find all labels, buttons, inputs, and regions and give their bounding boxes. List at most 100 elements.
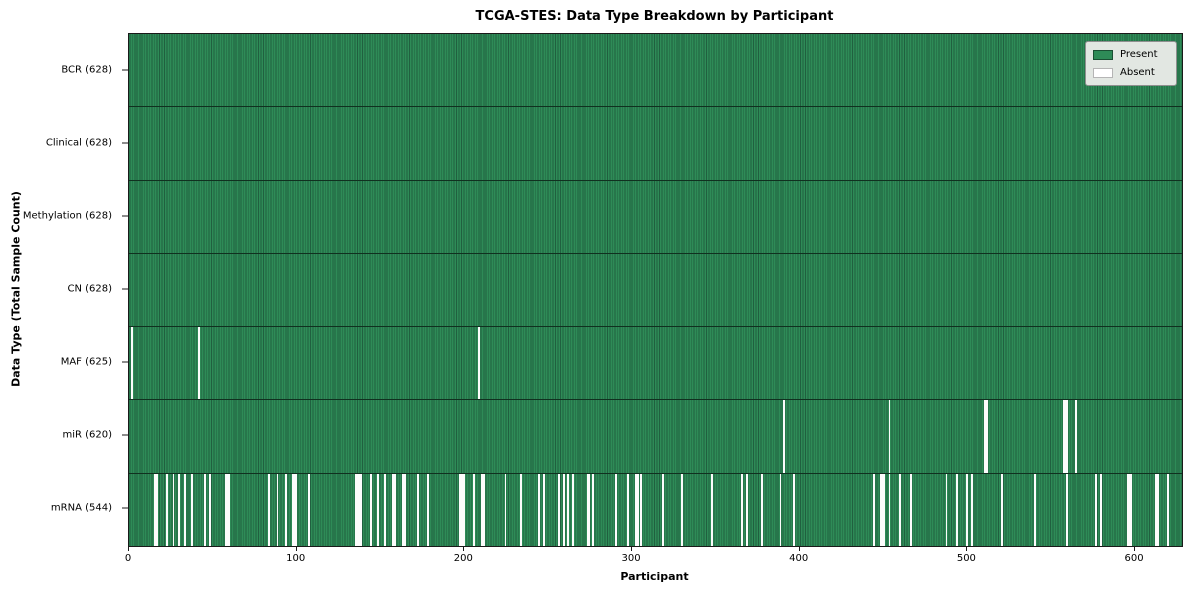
absent-mark	[1074, 400, 1077, 473]
ytick-label-BCR: BCR (628)	[61, 64, 112, 76]
absent-mark	[481, 473, 483, 546]
legend: Present Absent	[1085, 41, 1177, 86]
ytick-mark	[122, 361, 128, 363]
absent-mark	[637, 473, 639, 546]
chart-title: TCGA-STES: Data Type Breakdown by Partic…	[475, 9, 834, 24]
xtick-label-0: 0	[124, 553, 132, 564]
ytick-mark	[122, 215, 128, 217]
absent-mark	[910, 473, 913, 546]
absent-mark	[177, 473, 180, 546]
absent-mark	[746, 473, 748, 546]
xtick-label-200: 200	[453, 553, 473, 564]
absent-mark	[888, 473, 891, 546]
absent-mark	[360, 473, 363, 546]
row-BCR	[129, 34, 1182, 108]
absent-mark	[985, 400, 988, 473]
absent-mark	[355, 473, 358, 546]
ytick-label-mRNA: mRNA (544)	[50, 502, 112, 514]
absent-mark	[626, 473, 629, 546]
legend-entry-present: Present	[1093, 47, 1169, 62]
absent-mark	[383, 473, 386, 546]
absent-mark	[358, 473, 361, 546]
row-MAF	[129, 327, 1182, 401]
absent-mark	[130, 327, 133, 400]
absent-mark	[370, 473, 373, 546]
absent-mark	[293, 473, 296, 546]
absent-mark	[1126, 473, 1129, 546]
heatmap-rows	[129, 34, 1182, 546]
absent-mark	[1128, 473, 1131, 546]
absent-mark	[417, 473, 420, 546]
xtick-label-100: 100	[286, 553, 306, 564]
absent-mark	[782, 400, 785, 473]
absent-mark	[563, 473, 566, 546]
row-Methylation	[129, 180, 1182, 254]
absent-mark	[357, 473, 359, 546]
y-axis: BCR (628) Clinical (628) Methylation (628)…	[0, 33, 128, 545]
legend-label-absent: Absent	[1120, 67, 1155, 78]
absent-mark	[226, 473, 229, 546]
absent-mark	[558, 473, 561, 546]
absent-mark	[227, 473, 230, 546]
absent-mark	[965, 473, 968, 546]
absent-mark	[566, 473, 569, 546]
y-axis-title: Data Type (Total Sample Count)	[9, 191, 23, 387]
absent-mark	[460, 473, 463, 546]
absent-mark	[184, 473, 187, 546]
absent-mark	[402, 473, 405, 546]
present-swatch-icon	[1093, 49, 1113, 60]
absent-mark	[779, 473, 782, 546]
row-CN	[129, 253, 1182, 328]
absent-mark	[1062, 400, 1065, 473]
xtick-label-400: 400	[789, 553, 809, 564]
ytick-mark	[122, 142, 128, 144]
x-axis-title: Participant	[620, 570, 689, 583]
absent-mark	[635, 473, 638, 546]
absent-mark	[761, 473, 764, 546]
xtick-label-500: 500	[956, 553, 976, 564]
absent-mark	[154, 473, 157, 546]
absent-mark	[680, 473, 683, 546]
absent-mark	[477, 327, 480, 400]
absent-mark	[591, 473, 594, 546]
absent-mark	[615, 473, 618, 546]
absent-mark	[392, 473, 395, 546]
absent-mark	[1094, 473, 1097, 546]
legend-label-present: Present	[1120, 49, 1158, 60]
absent-mark	[1064, 400, 1067, 473]
absent-mark	[462, 473, 465, 546]
ytick-label-miR: miR (620)	[62, 429, 112, 441]
absent-mark	[291, 473, 294, 546]
absent-mark	[955, 473, 958, 546]
xtick-label-300: 300	[621, 553, 641, 564]
absent-mark	[881, 473, 884, 546]
absent-mark	[519, 473, 522, 546]
absent-mark	[377, 473, 380, 546]
absent-mark	[472, 473, 475, 546]
absent-mark	[662, 473, 665, 546]
row-miR	[129, 400, 1182, 474]
absent-mark	[191, 473, 193, 546]
absent-mark	[970, 473, 973, 546]
plot-area: Present Absent	[128, 33, 1183, 547]
absent-mark	[294, 473, 297, 546]
ytick-mark	[122, 288, 128, 290]
absent-mark	[204, 473, 207, 546]
absent-mark	[1000, 473, 1003, 546]
row-Clinical	[129, 107, 1182, 181]
ytick-mark	[122, 434, 128, 436]
absent-mark	[1034, 473, 1037, 546]
absent-mark	[588, 473, 591, 546]
ytick-label-Clinical: Clinical (628)	[45, 137, 112, 149]
absent-mark	[984, 400, 987, 473]
absent-mark	[586, 473, 589, 546]
row-mRNA	[129, 473, 1182, 546]
absent-mark	[284, 473, 287, 546]
absent-mark	[155, 473, 158, 546]
absent-mark	[873, 473, 876, 546]
absent-mark	[224, 473, 227, 546]
absent-mark	[268, 473, 271, 546]
absent-mark	[883, 473, 886, 546]
xtick-label-600: 600	[1124, 553, 1144, 564]
absent-mark	[880, 473, 883, 546]
